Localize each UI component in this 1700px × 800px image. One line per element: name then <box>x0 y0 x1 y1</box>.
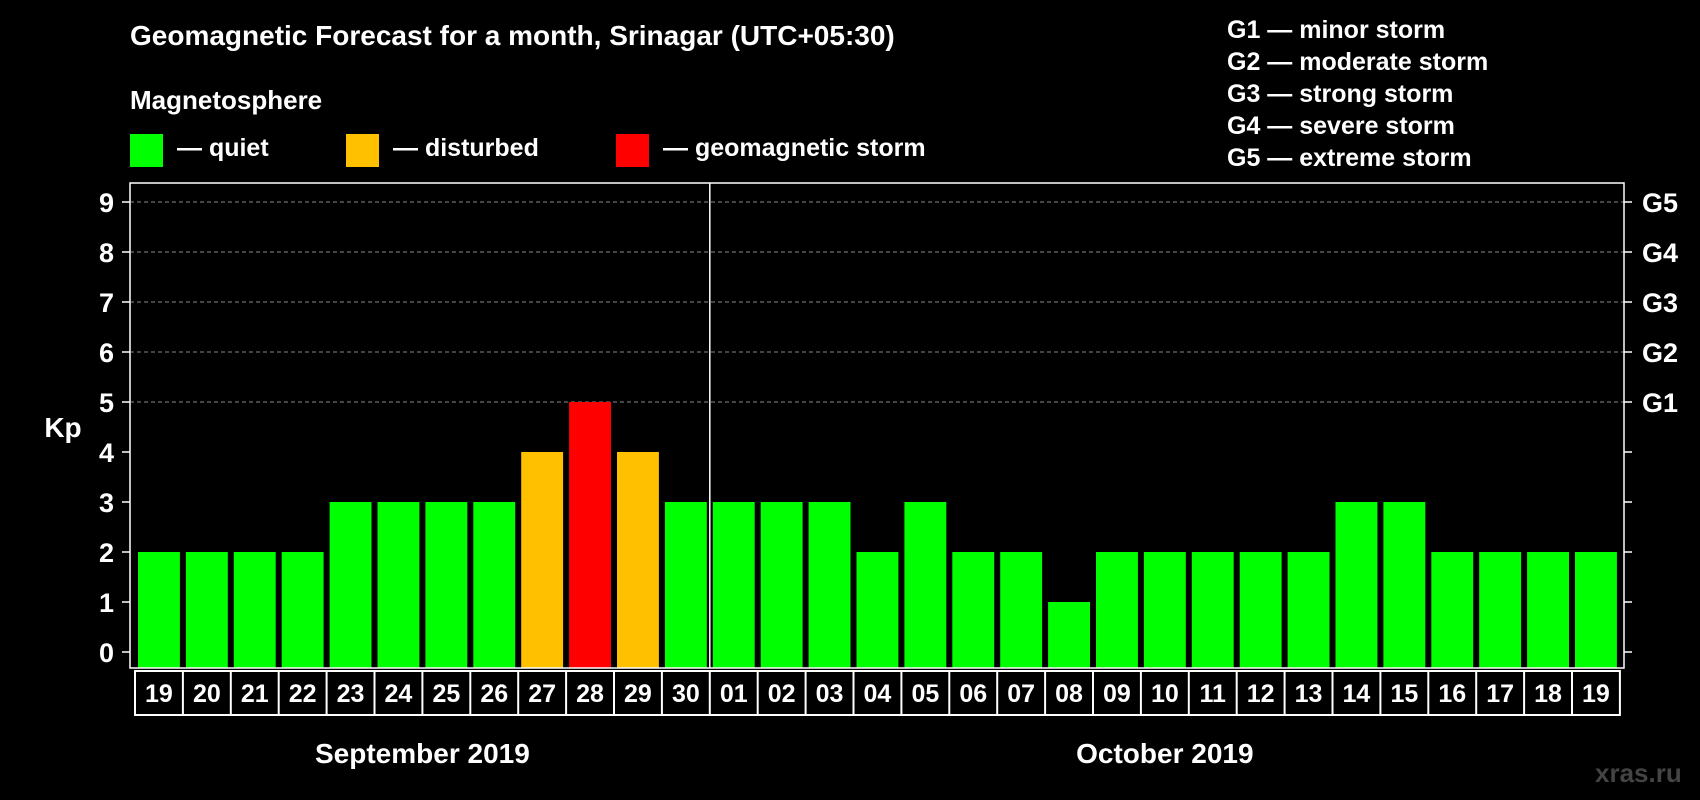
day-label: 11 <box>1200 680 1227 708</box>
g-level-label: G5 <box>1642 188 1678 218</box>
y-axis-label: Kp <box>44 412 81 443</box>
month-label: October 2019 <box>1076 738 1253 769</box>
bar <box>664 502 707 668</box>
month-label: September 2019 <box>315 738 530 769</box>
day-label: 20 <box>193 680 221 708</box>
day-label: 14 <box>1343 680 1371 708</box>
bar <box>329 502 372 668</box>
bar <box>1383 502 1426 668</box>
legend-swatch-storm <box>616 134 649 167</box>
legend-label-quiet: — quiet <box>177 134 269 162</box>
y-tick-label: 5 <box>99 388 114 418</box>
legend-swatch-disturbed <box>346 134 379 167</box>
bar <box>1527 552 1569 668</box>
watermark: xras.ru <box>1595 758 1682 788</box>
bar <box>521 452 564 668</box>
day-label: 27 <box>528 680 556 708</box>
bar <box>1431 552 1474 668</box>
day-label: 24 <box>385 680 413 708</box>
bar <box>808 502 851 668</box>
bar <box>569 402 611 668</box>
bar <box>425 502 468 668</box>
y-tick-label: 3 <box>99 488 114 518</box>
bar <box>473 502 516 668</box>
bar <box>904 502 947 668</box>
day-label: 19 <box>145 680 173 708</box>
y-tick-label: 6 <box>99 338 114 368</box>
g-scale-item: G4 — severe storm <box>1227 112 1455 140</box>
plot-frame <box>129 182 1625 669</box>
bar <box>1239 552 1282 668</box>
day-label: 01 <box>720 680 748 708</box>
g-scale-item: G3 — strong storm <box>1227 80 1454 108</box>
day-label: 15 <box>1390 680 1418 708</box>
day-label: 22 <box>289 680 317 708</box>
y-tick-label: 7 <box>99 288 114 318</box>
bar <box>1048 602 1090 668</box>
day-label: 09 <box>1103 680 1131 708</box>
day-label: 10 <box>1151 680 1179 708</box>
bar <box>712 502 755 668</box>
day-label: 18 <box>1534 680 1562 708</box>
y-tick-label: 8 <box>99 238 114 268</box>
bar <box>138 552 180 668</box>
g-scale-item: G2 — moderate storm <box>1227 48 1489 76</box>
bar <box>856 552 899 668</box>
g-scale-legend: G1 — minor storm G2 — moderate storm G3 … <box>1227 14 1488 174</box>
day-label: 04 <box>864 680 892 708</box>
day-label: 23 <box>337 680 365 708</box>
day-label: 08 <box>1055 680 1083 708</box>
day-label: 28 <box>576 680 604 708</box>
bar <box>185 552 228 668</box>
bar <box>1000 552 1043 668</box>
y-tick-label: 0 <box>99 638 114 668</box>
bar <box>617 452 659 668</box>
legend-label-storm: — geomagnetic storm <box>663 134 926 162</box>
day-label: 29 <box>624 680 652 708</box>
y-tick-label: 4 <box>99 438 114 468</box>
day-label: 06 <box>959 680 987 708</box>
legend-label-disturbed: — disturbed <box>393 134 539 162</box>
day-label: 02 <box>768 680 796 708</box>
day-label: 30 <box>672 680 700 708</box>
legend-heading: Magnetosphere <box>130 85 323 115</box>
bar <box>1191 552 1234 668</box>
bar <box>1335 502 1378 668</box>
day-label: 21 <box>241 680 269 708</box>
bar <box>281 552 324 668</box>
day-label: 05 <box>911 680 939 708</box>
y-tick-label: 9 <box>99 188 114 218</box>
day-label: 03 <box>816 680 844 708</box>
day-label: 13 <box>1295 680 1323 708</box>
g-scale-item: G5 — extreme storm <box>1227 144 1472 172</box>
g-level-label: G3 <box>1642 288 1678 318</box>
day-label: 25 <box>432 680 460 708</box>
day-label: 19 <box>1582 680 1610 708</box>
g-level-label: G4 <box>1642 238 1678 268</box>
day-label: 17 <box>1486 680 1514 708</box>
g-scale-item: G1 — minor storm <box>1227 16 1446 44</box>
bar <box>1143 552 1186 668</box>
bar <box>233 552 276 668</box>
bar <box>377 502 420 668</box>
y-tick-label: 1 <box>99 588 114 618</box>
bar <box>952 552 995 668</box>
day-label: 07 <box>1007 680 1035 708</box>
g-level-label: G1 <box>1642 388 1678 418</box>
chart-title: Geomagnetic Forecast for a month, Srinag… <box>130 20 895 51</box>
day-label-frame <box>134 670 1621 716</box>
bar <box>1575 552 1617 668</box>
day-label: 16 <box>1438 680 1466 708</box>
bar <box>1479 552 1522 668</box>
day-label: 26 <box>480 680 508 708</box>
bar <box>1287 552 1330 668</box>
y-tick-label: 2 <box>99 538 114 568</box>
bar <box>760 502 803 668</box>
legend-swatch-quiet <box>130 134 163 167</box>
bar <box>1096 552 1138 668</box>
day-label: 12 <box>1247 680 1275 708</box>
g-level-label: G2 <box>1642 338 1678 368</box>
